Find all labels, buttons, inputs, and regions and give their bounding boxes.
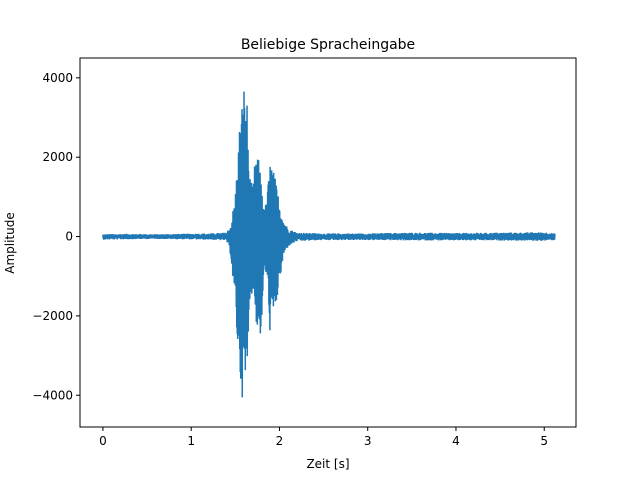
x-tick-label: 4 [452, 434, 460, 448]
y-tick-label: 4000 [42, 71, 73, 85]
y-tick-label: −2000 [32, 309, 73, 323]
y-tick-label: 0 [65, 230, 73, 244]
x-tick-label: 5 [540, 434, 548, 448]
y-tick-label: −4000 [32, 388, 73, 402]
y-axis-label: Amplitude [3, 212, 17, 274]
plot-area [79, 57, 577, 428]
y-axis: −4000 −2000 0 2000 4000 [32, 71, 80, 402]
x-axis-label: Zeit [s] [306, 457, 349, 471]
x-axis: 0 1 2 3 4 5 [99, 427, 548, 448]
axes-frame [79, 57, 577, 428]
x-tick-label: 2 [276, 434, 284, 448]
series-waveform [102, 91, 556, 398]
x-tick-label: 1 [187, 434, 195, 448]
x-tick-label: 0 [99, 434, 107, 448]
chart-title: Beliebige Spracheingabe [241, 37, 415, 53]
y-tick-label: 2000 [42, 150, 73, 164]
x-tick-label: 3 [364, 434, 372, 448]
